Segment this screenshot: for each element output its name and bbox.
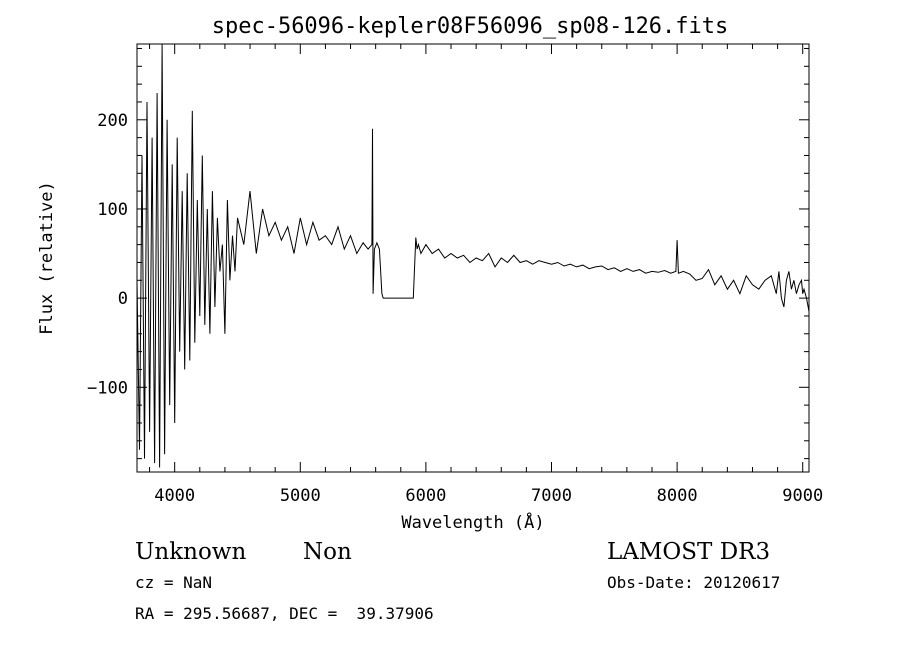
x-tick-label: 7000 <box>531 486 572 506</box>
y-tick-label: 100 <box>97 200 128 220</box>
chart-title: spec-56096-kepler08F56096_sp08-126.fits <box>212 14 729 39</box>
spectrum-series-line <box>136 43 810 468</box>
y-tick-labels: −100 0 100 200 <box>87 111 128 398</box>
y-tick-label: 0 <box>118 289 128 309</box>
x-tick-label: 9000 <box>782 486 823 506</box>
x-tick-labels: 4000 5000 6000 7000 8000 9000 <box>154 486 823 506</box>
y-axis-label: Flux (relative) <box>37 181 57 335</box>
plot-frame <box>136 43 810 473</box>
axis-ticks <box>137 44 809 472</box>
survey-name: LAMOST DR3 <box>607 539 770 565</box>
x-tick-label: 8000 <box>657 486 698 506</box>
x-tick-label: 5000 <box>280 486 321 506</box>
object-class: Unknown <box>135 539 246 565</box>
y-tick-label: 200 <box>97 111 128 131</box>
object-subclass: Non <box>303 539 352 565</box>
y-tick-label: −100 <box>87 378 128 398</box>
x-axis-label: Wavelength (Å) <box>401 511 544 533</box>
obs-date: Obs-Date: 20120617 <box>607 573 780 592</box>
cz-value: cz = NaN <box>135 573 212 592</box>
x-tick-label: 4000 <box>154 486 195 506</box>
x-tick-label: 6000 <box>405 486 446 506</box>
ra-dec-coordinates: RA = 295.56687, DEC = 39.37906 <box>135 604 434 623</box>
